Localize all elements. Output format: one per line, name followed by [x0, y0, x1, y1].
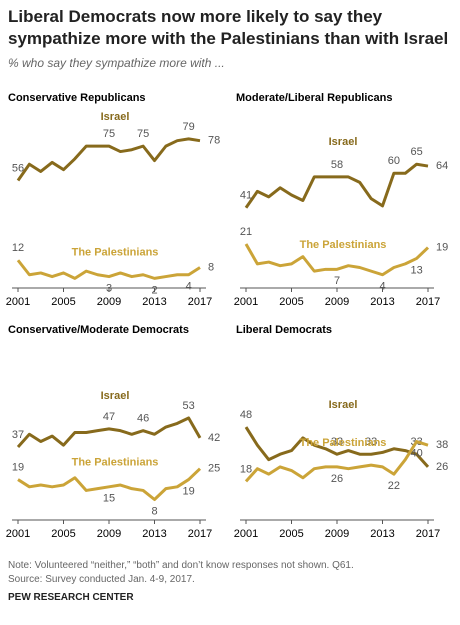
data-label: 25 — [208, 463, 220, 475]
data-label: 22 — [388, 480, 400, 492]
data-label: 53 — [183, 400, 195, 412]
data-label: 75 — [137, 128, 149, 140]
title: Liberal Democrats now more likely to say… — [8, 7, 449, 48]
x-tick-label: 2001 — [6, 528, 30, 540]
data-label: 78 — [208, 135, 220, 147]
x-tick-label: 2009 — [97, 296, 121, 308]
subtitle: % who say they sympathize more with ... — [8, 56, 225, 70]
data-label: 26 — [331, 473, 343, 485]
data-label: 26 — [436, 461, 448, 473]
x-tick-label: 2005 — [279, 528, 303, 540]
x-tick-label: 2013 — [370, 296, 394, 308]
data-label: 41 — [240, 190, 252, 202]
data-label: 19 — [436, 241, 448, 253]
data-label: 19 — [183, 485, 195, 497]
charts: Conservative Republicans 2001 2005 2009 2013… — [6, 92, 448, 540]
x-tick-label: 2017 — [416, 296, 440, 308]
series-line — [17, 467, 202, 502]
x-tick-label: 2001 — [234, 528, 258, 540]
data-label: 19 — [12, 461, 24, 473]
data-label: 60 — [388, 155, 400, 167]
header: Liberal Democrats now more likely to say… — [0, 0, 460, 86]
data-label: 42 — [208, 432, 220, 444]
series-name: The Palestinians — [300, 437, 387, 449]
data-label: 13 — [411, 264, 423, 276]
data-label: 79 — [183, 121, 195, 133]
series-line — [244, 162, 429, 209]
x-tick-label: 2009 — [97, 528, 121, 540]
data-label: 75 — [103, 128, 115, 140]
data-label: 40 — [411, 447, 423, 459]
data-label: 4 — [186, 281, 192, 293]
data-label: 8 — [208, 261, 214, 273]
data-label: 21 — [240, 226, 252, 238]
series-line — [244, 426, 430, 468]
data-label: 37 — [12, 429, 24, 441]
x-tick-label: 2013 — [142, 528, 166, 540]
panel-title: Moderate/Liberal Republicans — [236, 92, 392, 104]
data-label: 46 — [137, 413, 149, 425]
series-line — [244, 243, 430, 277]
series-name: Israel — [329, 399, 358, 411]
series-line — [244, 440, 429, 483]
footer: Note: Volunteered “neither,” “both” and … — [0, 559, 460, 605]
data-label: 15 — [103, 493, 115, 505]
data-label: 12 — [12, 242, 24, 254]
x-tick-label: 2005 — [279, 296, 303, 308]
data-label: 8 — [151, 505, 157, 517]
x-tick-label: 2017 — [416, 528, 440, 540]
data-label: 56 — [12, 162, 24, 174]
panel-title: Conservative/Moderate Democrats — [8, 324, 189, 336]
series-name: Israel — [101, 111, 130, 123]
source: Source: Survey conducted Jan. 4-9, 2017. — [8, 574, 195, 585]
series-name: Israel — [329, 136, 358, 148]
data-label: 48 — [240, 409, 252, 421]
data-label: 65 — [411, 146, 423, 158]
series-name: The Palestinians — [300, 239, 387, 251]
series-line — [16, 137, 201, 182]
x-tick-label: 2009 — [325, 296, 349, 308]
data-label: 33 — [365, 436, 377, 448]
panel-title: Liberal Democrats — [236, 324, 332, 336]
data-label: 47 — [103, 411, 115, 423]
note: Note: Volunteered “neither,” “both” and … — [8, 560, 354, 571]
series-name: Israel — [101, 390, 130, 402]
series-name: The Palestinians — [72, 457, 159, 469]
data-label: 18 — [240, 463, 252, 475]
series-name: The Palestinians — [72, 246, 159, 258]
data-label: 58 — [331, 159, 343, 171]
data-label: 2 — [151, 284, 157, 296]
panel-title: Conservative Republicans — [8, 92, 146, 104]
x-tick-label: 2001 — [6, 296, 30, 308]
data-label: 38 — [436, 439, 448, 451]
data-label: 33 — [331, 436, 343, 448]
data-label: 4 — [379, 281, 385, 293]
x-tick-label: 2017 — [188, 528, 212, 540]
data-label: 64 — [436, 160, 448, 172]
x-tick-label: 2013 — [370, 528, 394, 540]
credit: PEW RESEARCH CENTER — [8, 592, 134, 603]
data-label: 7 — [334, 275, 340, 287]
series-line — [16, 259, 201, 280]
x-tick-label: 2001 — [234, 296, 258, 308]
data-label: 3 — [106, 282, 112, 294]
x-tick-label: 2009 — [325, 528, 349, 540]
x-tick-label: 2005 — [51, 528, 75, 540]
x-tick-label: 2017 — [188, 296, 212, 308]
x-tick-label: 2013 — [142, 296, 166, 308]
series-line — [16, 416, 202, 448]
x-tick-label: 2005 — [51, 296, 75, 308]
